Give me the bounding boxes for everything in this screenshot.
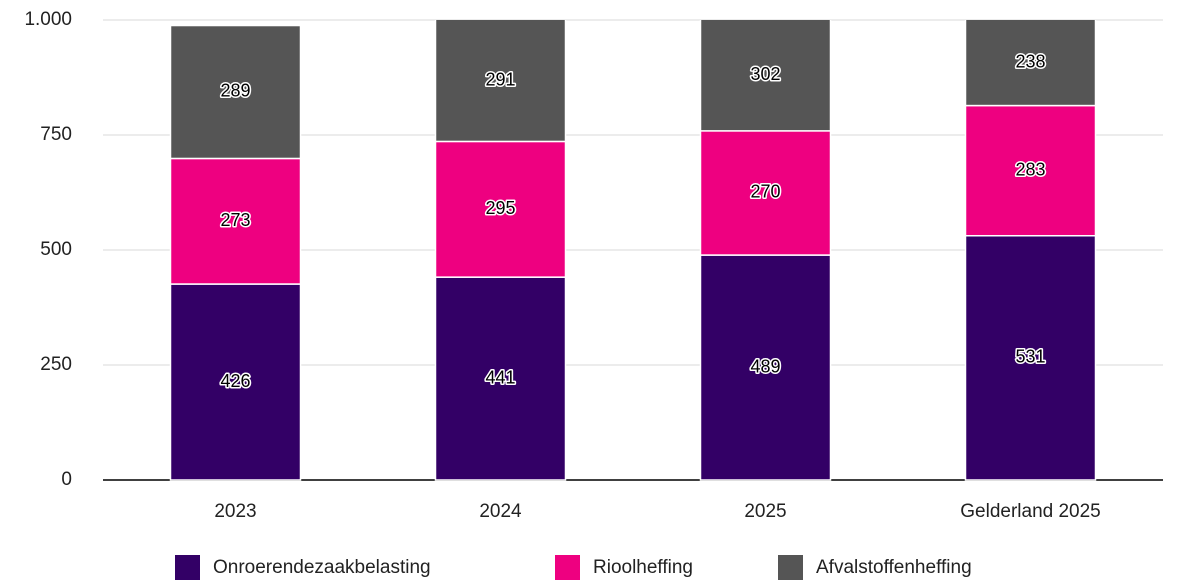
y-tick-label: 250: [40, 354, 72, 375]
y-tick-label: 750: [40, 124, 72, 145]
bar-segment: [964, 104, 1097, 237]
legend-swatch: [778, 555, 803, 580]
value-label: 489: [750, 356, 780, 376]
bar-segment: [964, 234, 1097, 481]
value-label: 238: [1015, 52, 1045, 72]
x-tick-label: 2023: [214, 501, 256, 522]
value-label: 441: [485, 367, 515, 387]
value-label: 273: [220, 210, 250, 230]
legend-swatch: [175, 555, 200, 580]
plot-area: [169, 20, 1097, 481]
x-tick-label: 2025: [744, 501, 786, 522]
y-tick-label: 500: [40, 239, 72, 260]
value-label: 295: [485, 198, 515, 218]
y-tick-label: 1.000: [24, 9, 72, 30]
bar-segment: [169, 283, 302, 481]
value-label: 426: [220, 371, 250, 391]
y-tick-label: 0: [61, 469, 72, 490]
legend-label: Rioolheffing: [593, 557, 693, 578]
bar-segment: [964, 20, 1097, 107]
value-label: 289: [220, 81, 250, 101]
value-label: 291: [485, 69, 515, 89]
bar-segment: [169, 24, 302, 160]
bar-segment: [169, 157, 302, 285]
bar-segment: [434, 20, 567, 143]
legend-label: Afvalstoffenheffing: [816, 557, 972, 578]
bar-segment: [699, 254, 832, 481]
legend-label: Onroerendezaakbelasting: [213, 557, 431, 578]
value-label: 270: [750, 182, 780, 202]
x-tick-label: Gelderland 2025: [960, 501, 1101, 522]
value-label: 283: [1015, 159, 1045, 179]
legend-swatch: [555, 555, 580, 580]
value-label: 302: [750, 64, 780, 84]
x-tick-label: 2024: [479, 501, 522, 522]
bar-segment: [699, 20, 832, 132]
value-label: 531: [1015, 347, 1045, 367]
